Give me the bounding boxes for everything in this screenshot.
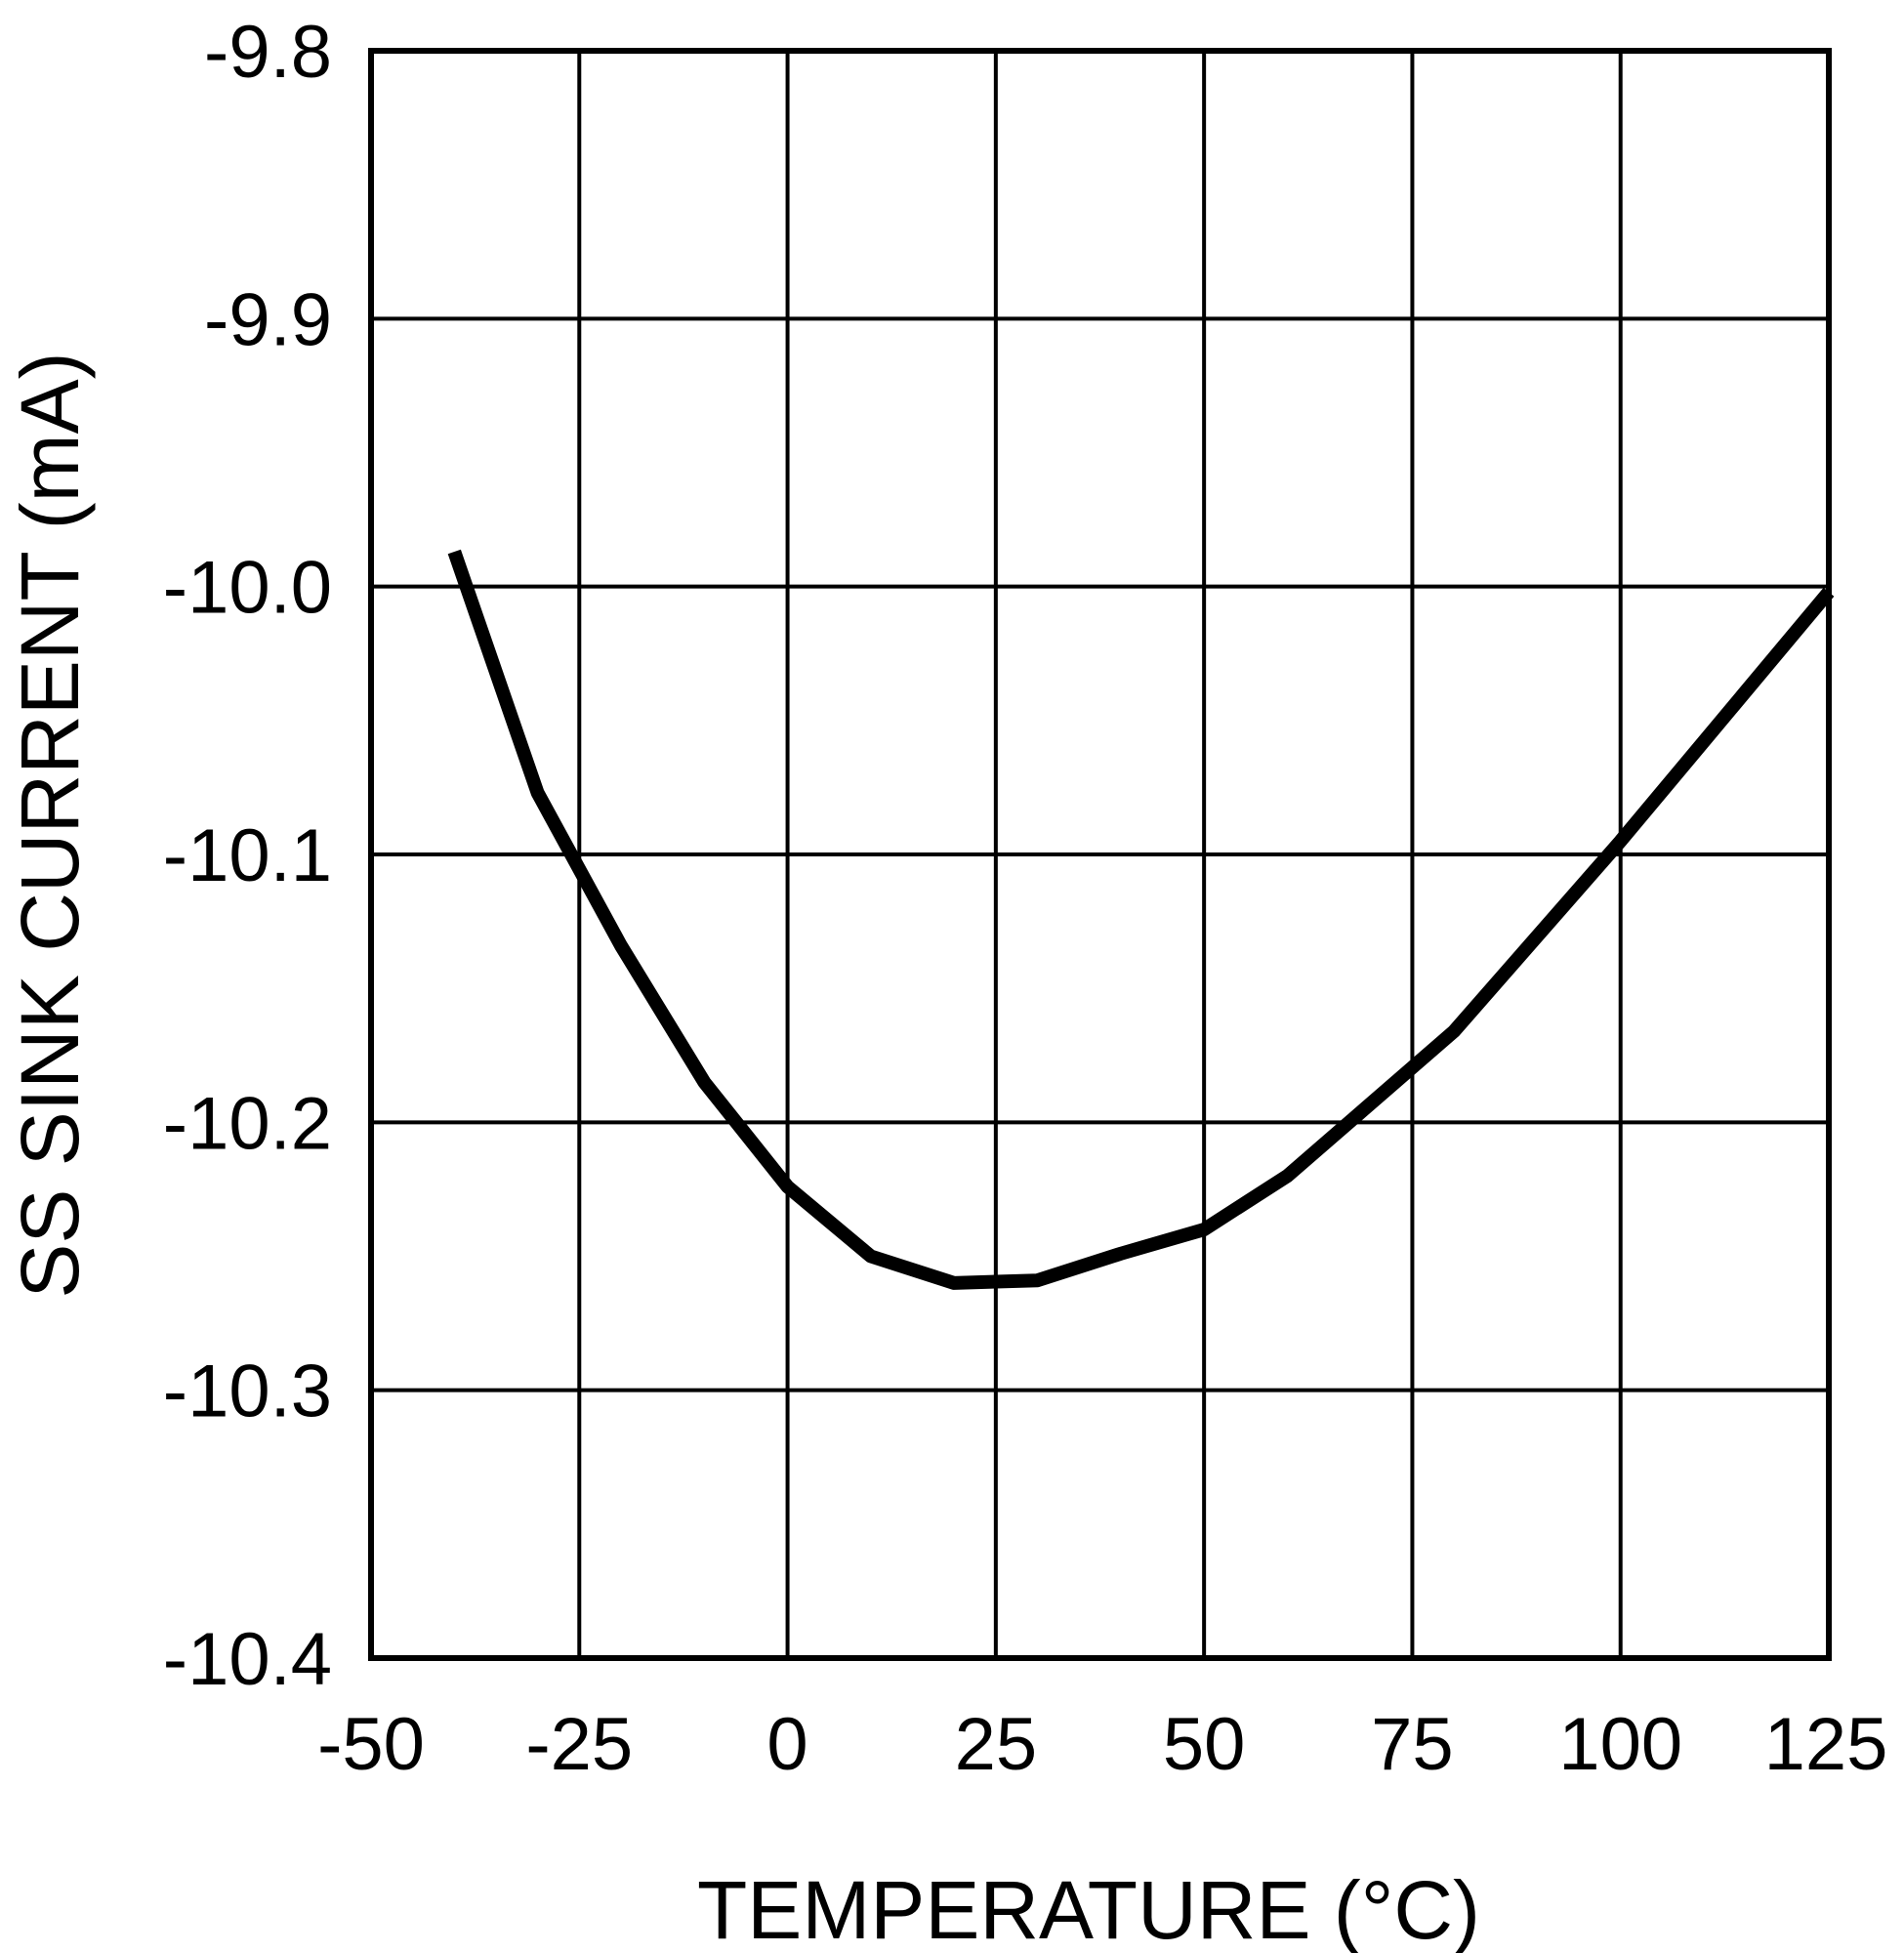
y-tick-label: -10.2 [163, 1082, 332, 1165]
x-tick-label: -50 [317, 1703, 425, 1786]
y-tick-label: -10.1 [163, 814, 332, 897]
x-tick-labels: -50 -25 0 25 50 75 100 125 [317, 1703, 1887, 1786]
x-tick-label: 25 [955, 1703, 1038, 1786]
series-line [447, 549, 1835, 1290]
y-axis-label: SS SINK CURRENT (mA) [4, 352, 96, 1298]
y-tick-labels: -9.8 -9.9 -10.0 -10.1 -10.2 -10.3 -10.4 [163, 11, 332, 1701]
y-tick-label: -10.3 [163, 1350, 332, 1434]
y-tick-label: -9.9 [204, 278, 332, 361]
plot-frame [368, 48, 1832, 1661]
y-tick-label: -10.0 [163, 547, 332, 630]
grid-lines [369, 49, 1831, 1660]
x-tick-label: 100 [1558, 1703, 1682, 1786]
x-axis-label: TEMPERATURE (°C) [697, 1864, 1480, 1953]
y-tick-label: -9.8 [204, 11, 332, 94]
x-tick-label: 50 [1163, 1703, 1246, 1786]
x-tick-label: 0 [766, 1703, 807, 1786]
x-tick-label: -25 [525, 1703, 633, 1786]
x-tick-label: 125 [1764, 1703, 1888, 1786]
y-tick-label: -10.4 [163, 1618, 332, 1701]
x-tick-label: 75 [1371, 1703, 1454, 1786]
